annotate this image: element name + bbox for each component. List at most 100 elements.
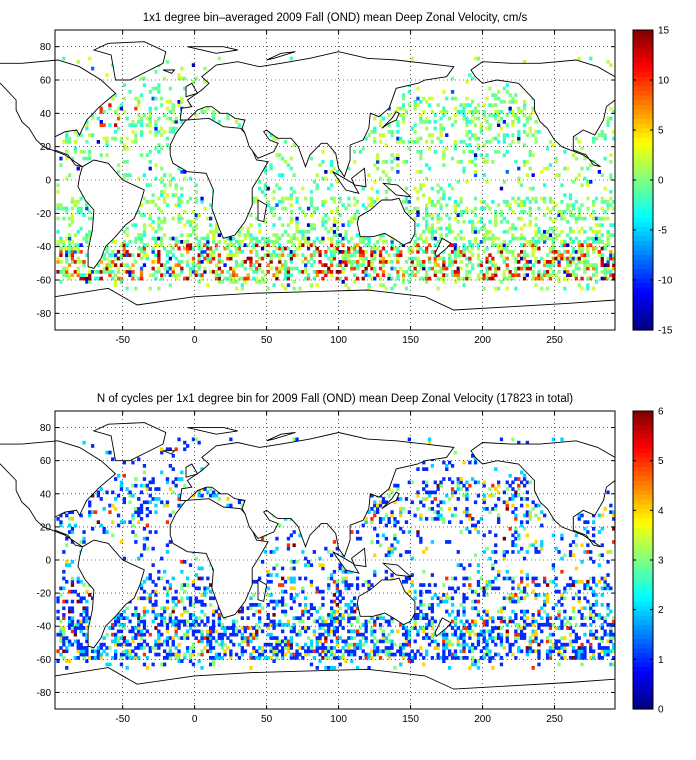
data-cell: [378, 613, 383, 617]
data-cell: [148, 596, 152, 601]
data-cell: [384, 569, 388, 574]
data-cell: [229, 256, 233, 261]
data-cell: [157, 636, 161, 640]
colorbar-segment: [633, 151, 653, 158]
data-cell: [177, 246, 181, 251]
data-cell: [612, 517, 616, 521]
data-cell: [511, 250, 515, 254]
data-cell: [465, 656, 469, 660]
data-cell: [283, 646, 288, 650]
data-cell: [537, 609, 541, 614]
coastline: [356, 197, 416, 246]
colorbar-segment: [633, 283, 653, 289]
data-cell: [355, 586, 360, 591]
data-cell: [252, 579, 256, 584]
data-cell: [344, 649, 348, 654]
data-cell: [430, 216, 434, 221]
data-cell: [531, 240, 535, 244]
data-cell: [548, 639, 553, 644]
data-cell: [269, 260, 273, 264]
data-cell: [511, 540, 515, 544]
data-cell: [275, 183, 279, 187]
data-cell: [59, 629, 63, 634]
data-cell: [594, 629, 599, 634]
data-cell: [116, 642, 121, 647]
data-cell: [122, 520, 126, 524]
data-cell: [350, 609, 354, 614]
data-cell: [200, 110, 204, 114]
data-cell: [416, 210, 420, 214]
data-cell: [309, 646, 314, 650]
data-cell: [384, 143, 388, 147]
data-cell: [525, 550, 529, 554]
data-cell: [330, 250, 334, 254]
data-cell: [364, 266, 368, 271]
data-cell: [318, 260, 322, 264]
data-cell: [168, 616, 172, 620]
data-cell: [171, 596, 175, 601]
data-cell: [263, 253, 267, 257]
data-cell: [171, 510, 175, 514]
data-cell: [373, 652, 377, 657]
data-cell: [171, 110, 175, 114]
data-cell: [209, 646, 213, 650]
data-cell: [439, 599, 443, 604]
data-cell: [557, 276, 561, 281]
data-cell: [344, 206, 348, 211]
data-cell: [186, 263, 190, 267]
data-cell: [543, 270, 547, 274]
data-cell: [557, 639, 561, 644]
data-cell: [289, 260, 293, 264]
data-cell: [119, 103, 124, 107]
data-cell: [68, 273, 72, 277]
data-cell: [180, 270, 184, 274]
data-cell: [171, 576, 175, 581]
data-cell: [358, 246, 363, 251]
data-cell: [232, 629, 236, 634]
data-cell: [151, 250, 155, 254]
data-cell: [580, 656, 584, 660]
data-cell: [491, 507, 495, 511]
data-cell: [430, 266, 434, 271]
data-cell: [528, 517, 532, 521]
data-cell: [586, 263, 590, 267]
data-cell: [286, 543, 291, 548]
data-cell: [586, 266, 590, 271]
data-cell: [183, 246, 187, 251]
data-cell: [275, 233, 279, 237]
data-cell: [266, 286, 270, 291]
data-cell: [609, 550, 613, 554]
data-cell: [580, 560, 584, 564]
data-cell: [186, 619, 190, 624]
data-cell: [344, 283, 348, 287]
data-cell: [137, 253, 141, 257]
colorbar-segment: [633, 123, 653, 130]
data-cell: [482, 533, 486, 538]
data-cell: [586, 246, 590, 251]
data-cell: [439, 236, 443, 241]
data-cell: [355, 642, 360, 647]
data-cell: [583, 260, 587, 264]
data-cell: [517, 536, 521, 541]
data-cell: [577, 173, 581, 177]
data-cell: [194, 263, 198, 267]
data-cell: [606, 116, 610, 121]
data-cell: [96, 520, 100, 524]
data-cell: [252, 636, 256, 640]
data-cell: [122, 83, 126, 87]
data-cell: [450, 609, 455, 614]
data-cell: [462, 283, 466, 287]
data-cell: [160, 220, 164, 224]
data-cell: [330, 240, 334, 244]
data-cell: [442, 599, 446, 604]
data-cell: [289, 636, 293, 640]
data-cell: [171, 606, 175, 611]
data-cell: [381, 270, 386, 274]
data-cell: [370, 520, 374, 524]
data-cell: [154, 583, 158, 587]
data-cell: [603, 186, 607, 191]
data-cell: [465, 507, 469, 511]
data-cell: [229, 652, 233, 657]
data-cell: [508, 642, 512, 647]
data-cell: [436, 276, 440, 281]
